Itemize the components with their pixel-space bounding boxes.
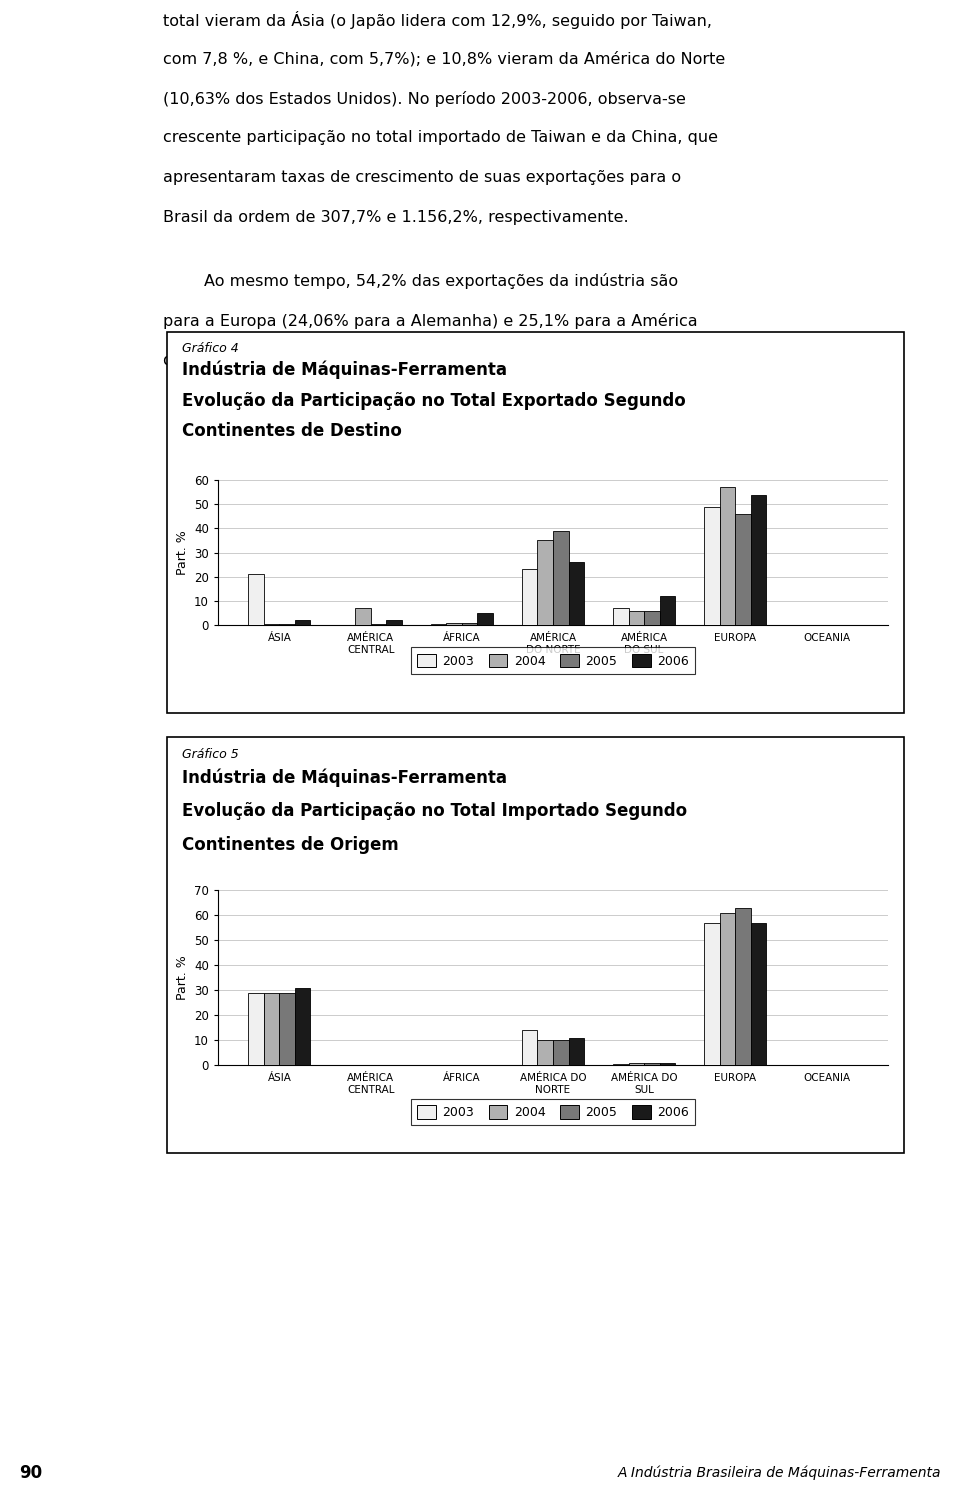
Bar [446, 623, 462, 625]
Text: 90: 90 [19, 1464, 42, 1482]
Bar [613, 608, 629, 625]
Bar [477, 613, 492, 625]
Bar [735, 908, 751, 1065]
FancyBboxPatch shape [167, 332, 904, 713]
Bar [522, 570, 538, 625]
Text: crescente participação no total importado de Taiwan e da China, que: crescente participação no total importad… [163, 130, 718, 146]
Bar [720, 912, 735, 1065]
Bar [249, 993, 264, 1065]
Text: com 7,8 %, e China, com 5,7%); e 10,8% vieram da América do Norte: com 7,8 %, e China, com 5,7%); e 10,8% v… [163, 51, 725, 66]
Bar [462, 623, 477, 625]
Bar [735, 514, 751, 625]
FancyBboxPatch shape [167, 737, 904, 1153]
Legend: 2003, 2004, 2005, 2006: 2003, 2004, 2005, 2006 [411, 647, 695, 674]
Text: Evolução da Participação no Total Importado Segundo: Evolução da Participação no Total Import… [181, 802, 686, 820]
Text: Indústria de Máquinas-Ferramenta: Indústria de Máquinas-Ferramenta [181, 361, 507, 379]
Bar [751, 923, 766, 1065]
Legend: 2003, 2004, 2005, 2006: 2003, 2004, 2005, 2006 [411, 1099, 695, 1126]
Text: Gráfico 5: Gráfico 5 [181, 747, 238, 760]
Y-axis label: Part. %: Part. % [176, 531, 188, 576]
Bar [279, 993, 295, 1065]
Bar [295, 620, 310, 625]
Bar [751, 495, 766, 625]
Text: para a Europa (24,06% para a Alemanha) e 25,1% para a América: para a Europa (24,06% para a Alemanha) e… [163, 313, 698, 330]
Y-axis label: Part. %: Part. % [176, 956, 188, 1000]
Bar [660, 596, 675, 625]
Bar [553, 531, 568, 625]
Bar [705, 507, 720, 625]
Text: A Indústria Brasileira de Máquinas-Ferramenta: A Indústria Brasileira de Máquinas-Ferra… [617, 1466, 941, 1481]
Text: Continentes de Origem: Continentes de Origem [181, 836, 398, 854]
Bar [553, 1041, 568, 1065]
Text: Continentes de Destino: Continentes de Destino [181, 422, 401, 440]
Bar [522, 1030, 538, 1065]
Bar [264, 993, 279, 1065]
Bar [568, 1038, 584, 1065]
Text: apresentaram taxas de crescimento de suas exportações para o: apresentaram taxas de crescimento de sua… [163, 170, 682, 185]
Bar [355, 608, 371, 625]
Bar [568, 562, 584, 625]
Text: (10,63% dos Estados Unidos). No período 2003-2006, observa-se: (10,63% dos Estados Unidos). No período … [163, 91, 685, 106]
Bar [538, 1041, 553, 1065]
Text: Brasil da ordem de 307,7% e 1.156,2%, respectivamente.: Brasil da ordem de 307,7% e 1.156,2%, re… [163, 210, 629, 225]
Text: Indústria de Máquinas-Ferramenta: Indústria de Máquinas-Ferramenta [181, 768, 507, 787]
Bar [295, 987, 310, 1065]
Bar [249, 574, 264, 625]
Bar [386, 620, 401, 625]
Text: do Norte (20,3% para os Estados Unidos).: do Norte (20,3% para os Estados Unidos). [163, 353, 499, 368]
Text: total vieram da Ásia (o Japão lidera com 12,9%, seguido por Taiwan,: total vieram da Ásia (o Japão lidera com… [163, 10, 712, 28]
Bar [629, 610, 644, 625]
Bar [644, 1063, 660, 1065]
Text: Gráfico 4: Gráfico 4 [181, 341, 238, 355]
Bar [660, 1063, 675, 1065]
Text: Ao mesmo tempo, 54,2% das exportações da indústria são: Ao mesmo tempo, 54,2% das exportações da… [163, 273, 678, 289]
Bar [538, 540, 553, 625]
Text: Evolução da Participação no Total Exportado Segundo: Evolução da Participação no Total Export… [181, 392, 685, 410]
Bar [720, 488, 735, 625]
Bar [644, 610, 660, 625]
Bar [629, 1063, 644, 1065]
Bar [705, 923, 720, 1065]
